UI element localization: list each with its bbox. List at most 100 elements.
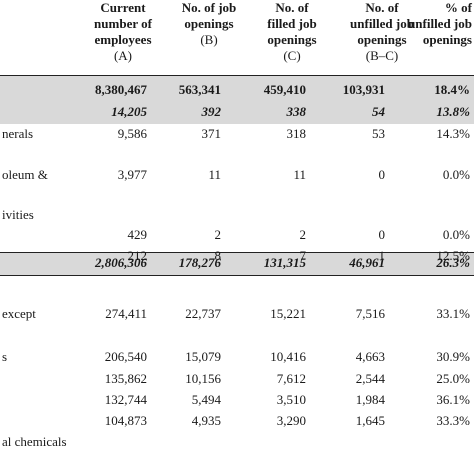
cell-b: 392	[201, 104, 222, 119]
table-row: except 274,411 22,737 15,221 7,516 33.1%	[0, 306, 474, 324]
cell-d: 53	[372, 126, 385, 141]
header-line: % of	[444, 0, 472, 15]
table-row: ivities	[0, 207, 474, 225]
cell-b: 5,494	[191, 392, 221, 407]
header-line: unfilled job	[408, 16, 472, 31]
cell-d: 2,544	[355, 371, 385, 386]
cell-e: 33.1%	[436, 306, 470, 321]
header-line: Current	[100, 0, 146, 15]
cell-c: 7,612	[276, 371, 306, 386]
cell-b: 11	[208, 167, 221, 182]
total-band	[0, 76, 474, 124]
header-line: number of	[94, 16, 152, 31]
cell-a: 206,540	[104, 349, 147, 364]
header-line: employees	[94, 32, 152, 47]
cell-e: 12.5%	[436, 248, 470, 263]
cell-a: 429	[127, 227, 148, 242]
cell-e: 25.0%	[436, 371, 470, 386]
header-line: No. of	[275, 0, 309, 15]
table-row: oleum & 3,977 11 11 0 0.0%	[0, 167, 474, 185]
header-line: filled job	[267, 16, 317, 31]
cell-d: 103,931	[342, 82, 385, 97]
subtotal-rule-top	[0, 252, 474, 253]
table-row: 132,744 5,494 3,510 1,984 36.1%	[0, 392, 474, 410]
cell-a: 14,205	[111, 104, 147, 119]
cell-b: 371	[201, 126, 222, 141]
cell-a: 135,862	[104, 371, 147, 386]
row-label: ivities	[2, 207, 34, 222]
cell-e: 30.9%	[436, 349, 470, 364]
header-unfilled-openings: No. of unfilled job openings (B–C)	[336, 0, 428, 64]
cell-c: 318	[286, 126, 307, 141]
cell-a: 274,411	[105, 306, 147, 321]
cell-b: 10,156	[185, 371, 221, 386]
table-row: 135,862 10,156 7,612 2,544 25.0%	[0, 371, 474, 389]
cell-b: 8	[214, 248, 222, 263]
table-row: 2,806,306 178,276 131,315 46,961 26.3%	[0, 255, 474, 273]
cell-a: 9,586	[117, 126, 147, 141]
table-row: 8,380,467 563,341 459,410 103,931 18.4%	[0, 82, 474, 100]
cell-b: 22,737	[185, 306, 221, 321]
cell-d: 0	[378, 227, 386, 242]
header-code: (B–C)	[365, 48, 399, 63]
header-line: unfilled job	[350, 16, 414, 31]
cell-d: 4,663	[355, 349, 385, 364]
header-job-openings: No. of job openings (B)	[170, 0, 248, 48]
row-label: nerals	[2, 126, 34, 141]
subtotal-rule-bottom	[0, 275, 474, 276]
cell-d: 1,645	[355, 413, 385, 428]
cell-e: 14.3%	[436, 126, 470, 141]
cell-e: 0.0%	[442, 167, 470, 182]
header-code: (B)	[200, 32, 218, 47]
header-code: (A)	[113, 48, 133, 63]
header-code: (C)	[283, 48, 301, 63]
cell-c: 10,416	[270, 349, 306, 364]
cell-e: 13.8%	[436, 104, 470, 119]
cell-c: 2	[299, 227, 307, 242]
cell-d: 54	[372, 104, 385, 119]
cell-c: 3,510	[276, 392, 306, 407]
cell-b: 563,341	[178, 82, 221, 97]
cell-c: 338	[286, 104, 307, 119]
row-label: s	[2, 349, 8, 364]
table-row: 212 8 7 1 12.5%	[0, 248, 474, 266]
cell-c: 459,410	[263, 82, 306, 97]
cell-a: 132,744	[104, 392, 147, 407]
cell-e: 18.4%	[434, 82, 470, 97]
header-line: No. of	[365, 0, 399, 15]
cell-d: 1	[378, 248, 386, 263]
cell-c: 7	[299, 248, 307, 263]
cell-a: 104,873	[104, 413, 147, 428]
cell-d: 1,984	[355, 392, 385, 407]
cell-a: 3,977	[117, 167, 147, 182]
cell-e: 33.3%	[436, 413, 470, 428]
header-filled-openings: No. of filled job openings (C)	[250, 0, 334, 64]
cell-c: 15,221	[270, 306, 306, 321]
cell-c: 3,290	[276, 413, 306, 428]
table-row: s 206,540 15,079 10,416 4,663 30.9%	[0, 349, 474, 367]
cell-c: 131,315	[263, 255, 306, 270]
row-label: al chemicals	[2, 434, 67, 449]
cell-b: 178,276	[178, 255, 221, 270]
cell-e: 26.3%	[436, 255, 470, 270]
header-line: No. of job	[181, 0, 237, 15]
cell-e: 0.0%	[442, 227, 470, 242]
cell-a: 2,806,306	[95, 255, 147, 270]
cell-e: 36.1%	[436, 392, 470, 407]
header-rule	[0, 75, 474, 76]
cell-a: 212	[127, 248, 148, 263]
header-current-employees: Current number of employees (A)	[82, 0, 164, 64]
table-row: al chemicals	[0, 434, 474, 452]
cell-d: 7,516	[355, 306, 385, 321]
header-pct-unfilled: % of unfilled job openings	[392, 0, 474, 48]
header-line: openings	[357, 32, 407, 47]
header-line: openings	[184, 16, 234, 31]
cell-b: 15,079	[185, 349, 221, 364]
table-row: nerals 9,586 371 318 53 14.3%	[0, 126, 474, 144]
table-header: Current number of employees (A) No. of j…	[0, 0, 474, 76]
row-label: except	[2, 306, 36, 321]
row-label: oleum &	[2, 167, 48, 182]
cell-b: 4,935	[191, 413, 221, 428]
cell-a: 8,380,467	[95, 82, 147, 97]
header-line: openings	[267, 32, 317, 47]
